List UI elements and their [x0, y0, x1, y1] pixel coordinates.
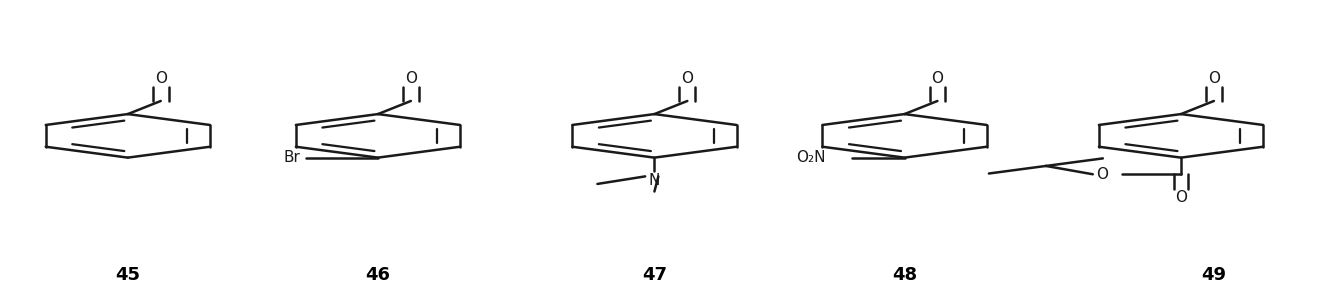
Text: O: O — [1208, 71, 1220, 86]
Text: 45: 45 — [115, 266, 140, 284]
Text: O: O — [405, 71, 416, 86]
Text: O: O — [932, 71, 944, 86]
Text: O₂N: O₂N — [796, 150, 825, 165]
Text: O: O — [1096, 167, 1109, 182]
Text: O: O — [155, 71, 167, 86]
Text: 48: 48 — [892, 266, 917, 284]
Text: O: O — [1175, 190, 1187, 205]
Text: 49: 49 — [1202, 266, 1227, 284]
Text: Br: Br — [283, 150, 300, 165]
Text: 47: 47 — [642, 266, 666, 284]
Text: 46: 46 — [365, 266, 390, 284]
Text: N: N — [649, 173, 660, 188]
Text: O: O — [681, 71, 693, 86]
